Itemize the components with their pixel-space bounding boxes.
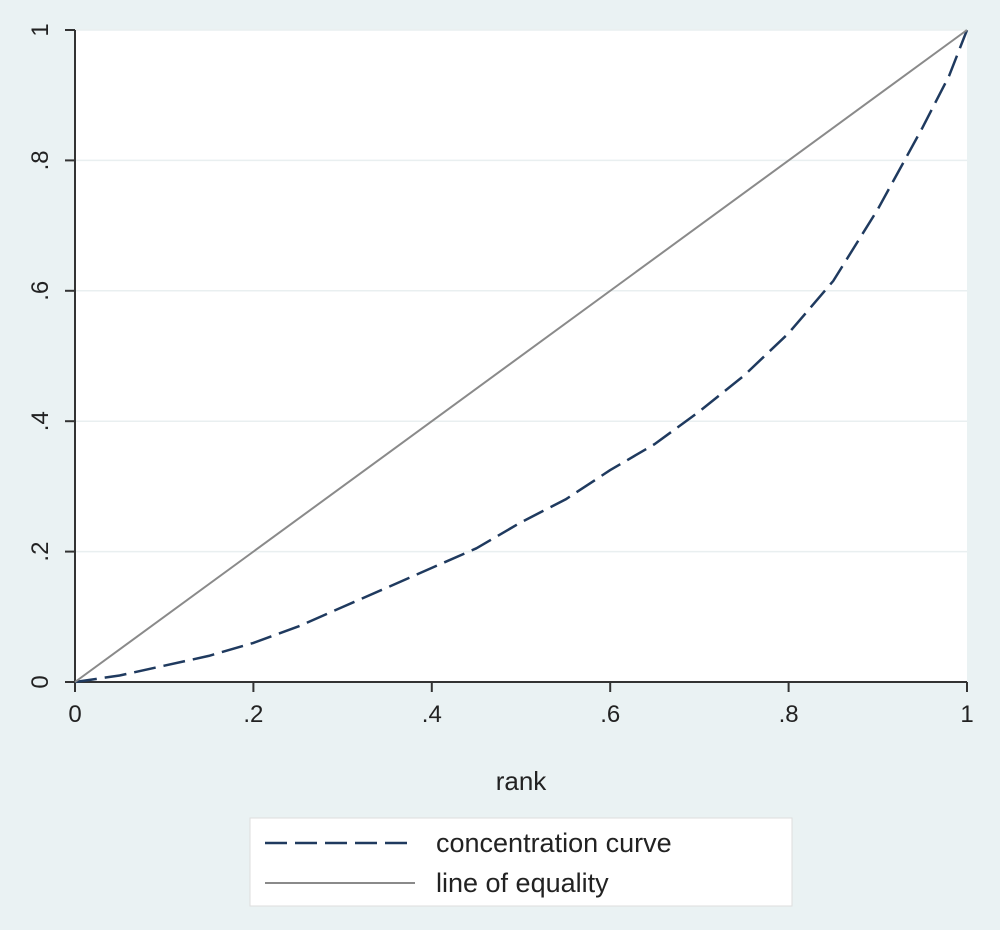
axis-ticks: 0 .2 .4 .6 .8 1 0 .2 .4 .6 .8 1 [27,23,974,728]
legend: concentration curve line of equality [249,817,793,907]
x-tick-label: 0 [68,701,81,728]
y-tick-label: 1 [27,23,54,36]
series-line-line-of-equality [74,29,968,683]
y-tick-label: .8 [27,150,54,170]
series [74,29,969,684]
axes [74,30,967,683]
y-tick-label: .4 [27,411,54,431]
legend-label: line of equality [436,868,609,898]
y-tick-label: 0 [27,675,54,688]
x-tick-label: .6 [600,701,620,728]
x-tick-label: .4 [422,701,442,728]
grid-lines [75,29,967,553]
legend-box [249,817,793,907]
x-tick-label: .2 [243,701,263,728]
series-line-concentration-curve [74,29,969,684]
x-axis-title: rank [496,766,548,796]
y-tick-label: .6 [27,281,54,301]
x-tick-label: 1 [960,701,973,728]
x-tick-label: .8 [779,701,799,728]
legend-label: concentration curve [436,828,672,858]
y-tick-label: .2 [27,542,54,562]
